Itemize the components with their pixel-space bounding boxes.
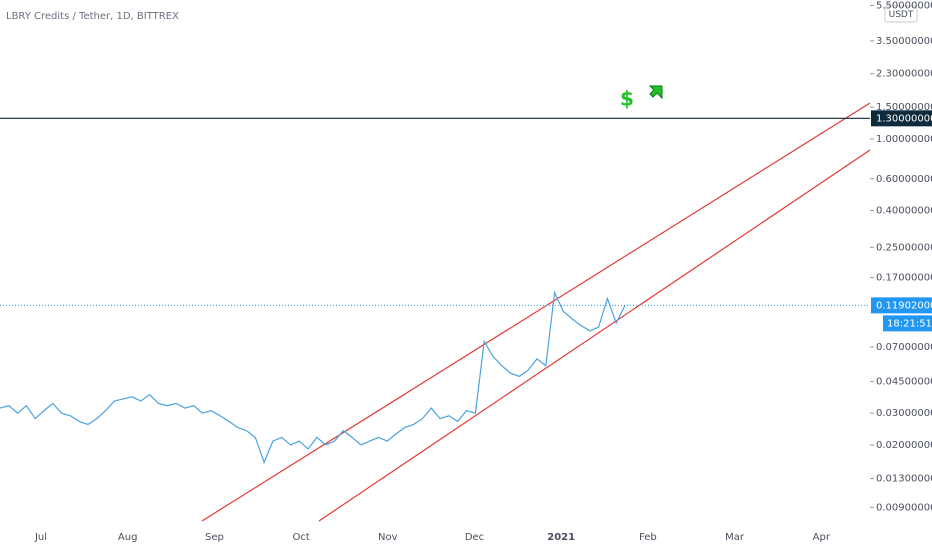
dollar-icon: $ [620,87,634,111]
y-tick-label: 0.25000000 [876,242,932,253]
x-tick-label: Aug [118,532,138,543]
x-tick-label: Dec [465,532,484,543]
y-tick-label: 2.30000000 [876,69,932,80]
x-tick-label: Sep [205,532,224,543]
y-tick-label: 0.03000000 [876,408,932,419]
level-label: 1.30000000 [876,113,932,124]
y-tick-label: 1.50000000 [876,102,932,113]
last-price-box [871,297,932,314]
y-tick-label: 1.00000000 [876,134,932,145]
y-tick-label: 0.00900000 [876,502,932,513]
arrow-icon [648,85,663,100]
y-tick-label: 0.04500000 [876,376,932,387]
y-tick-label: 0.17000000 [876,272,932,283]
channel [201,102,871,522]
y-tick-label: 0.07000000 [876,342,932,353]
y-tick-label: 0.02000000 [876,440,932,451]
countdown-box [883,315,932,332]
last-price-label: 0.11902000 [876,300,932,311]
x-tick-label: Mar [725,532,745,543]
y-tick-label: 0.01300000 [876,474,932,485]
countdown: 18:21:51 [887,318,932,329]
x-tick-label: 2021 [547,532,575,543]
x-tick-label: Jul [34,532,47,543]
channel-lower [318,149,871,522]
channel-upper [201,102,871,522]
level-label-box [871,110,932,127]
y-tick-label: 0.40000000 [876,206,932,217]
chart-title: LBRY Credits / Tether, 1D, BITTREX [6,11,179,22]
y-tick-label: 0.60000000 [876,174,932,185]
y-tick-label: 5.50000000 [876,0,932,11]
x-tick-label: Feb [639,532,657,543]
x-tick-label: Apr [813,532,831,543]
price-line [0,290,626,464]
y-tick-label: 3.50000000 [876,36,932,47]
x-tick-label: Nov [378,532,398,543]
currency-box [884,5,918,23]
x-tick-label: Oct [292,532,309,543]
currency: USDT [889,10,914,20]
